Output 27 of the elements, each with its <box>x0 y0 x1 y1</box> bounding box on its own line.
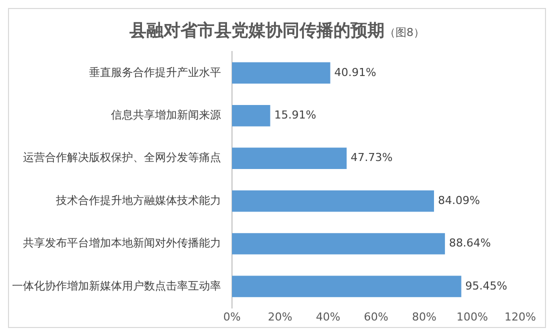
x-tick-label: 100% <box>456 310 488 324</box>
bar <box>232 62 330 84</box>
x-tick-label: 120% <box>504 310 536 324</box>
x-tick-label: 0% <box>223 310 241 324</box>
data-label: 88.64% <box>448 236 491 250</box>
chart-subtitle: （图8） <box>384 26 424 39</box>
x-tick-label: 60% <box>364 310 388 324</box>
data-label: 40.91% <box>334 66 376 79</box>
bar <box>232 276 462 298</box>
data-label: 15.91% <box>274 108 316 122</box>
bar <box>232 148 347 170</box>
y-tick-label: 一体化协作增加新媒体用户数点击率互动率 <box>12 279 221 292</box>
y-tick-label: 垂直服务合作提升产业水平 <box>89 66 221 79</box>
data-label: 84.09% <box>438 194 480 207</box>
chart-title: 县融对省市县党媒协同传播的预期 <box>130 21 384 41</box>
x-tick-label: 20% <box>268 310 292 324</box>
bar <box>232 104 270 126</box>
y-tick-label: 信息共享增加新闻来源 <box>111 108 221 122</box>
y-tick-label: 技术合作提升地方融媒体技术能力 <box>55 194 221 207</box>
bar <box>232 190 434 212</box>
data-label: 95.45% <box>465 279 508 292</box>
data-label: 47.73% <box>350 151 393 164</box>
y-tick-label: 共享发布平台增加本地新闻对外传播能力 <box>23 236 221 250</box>
y-tick-label: 运营合作解决版权保护、全网分发等痛点 <box>23 151 221 164</box>
x-tick-label: 40% <box>316 310 340 324</box>
bar <box>232 233 445 254</box>
x-tick-label: 80% <box>412 310 436 324</box>
